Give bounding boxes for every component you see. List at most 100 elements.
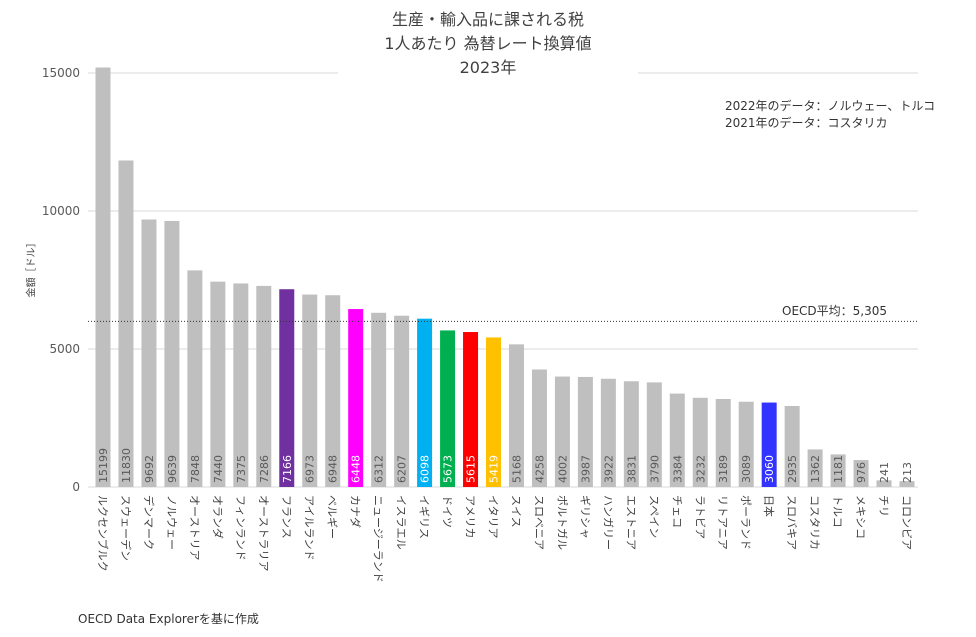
bar <box>600 378 616 487</box>
bar <box>440 330 456 487</box>
bar-value-label: 7848 <box>189 455 202 483</box>
y-axis-label: 金額［ドル］ <box>26 237 38 298</box>
x-tick-label: ギリシャ <box>578 495 591 539</box>
note-2021: 2021年のデータ：コスタリカ <box>725 116 888 130</box>
bar <box>210 281 226 487</box>
bar-value-label: 3790 <box>648 455 661 483</box>
bar <box>463 332 479 487</box>
bar-value-label: 2935 <box>786 455 799 483</box>
bar-value-label: 1181 <box>832 455 845 483</box>
data-year-notes: 2022年のデータ：ノルウェー、トルコ 2021年のデータ：コスタリカ <box>725 98 935 132</box>
bar-value-label: 3232 <box>694 455 707 483</box>
x-tick-label: オランダ <box>211 495 225 539</box>
x-tick-label: コスタリカ <box>808 495 821 550</box>
bar <box>554 376 570 487</box>
x-tick-label: アイルランド <box>303 495 316 560</box>
bar <box>417 318 433 487</box>
bar-value-label: 7166 <box>281 455 294 483</box>
bar <box>164 220 180 487</box>
x-tick-label: ドイツ <box>441 495 454 528</box>
x-tick-label: カナダ <box>349 495 363 528</box>
bar-value-label: 9692 <box>143 455 156 483</box>
title-line-2: 1人あたり 為替レート換算値 <box>384 34 592 53</box>
x-tick-label: デンマーク <box>142 495 156 550</box>
bar-value-label: 5168 <box>510 455 523 483</box>
bar-value-label: 4258 <box>533 455 546 483</box>
bar-value-label: 6098 <box>419 455 432 483</box>
title-line-1: 生産・輸入品に課される税 <box>391 10 584 29</box>
bar <box>623 381 639 487</box>
bar-value-label: 241 <box>878 462 891 483</box>
x-tick-label: フィンランド <box>234 495 247 561</box>
bar-value-label: 3060 <box>763 455 776 483</box>
bar <box>531 369 547 487</box>
y-tick-label: 0 <box>72 480 80 494</box>
bar-value-label: 15199 <box>97 448 110 483</box>
x-tick-label: チリ <box>877 495 890 517</box>
bar <box>508 344 524 487</box>
bar-value-label: 6312 <box>373 455 386 483</box>
x-tick-label: イタリア <box>487 495 500 539</box>
bar <box>394 315 410 487</box>
x-tick-label: ラトビア <box>693 495 706 539</box>
bar-value-label: 3089 <box>740 455 753 483</box>
x-tick-label: ニュージーランド <box>372 495 385 583</box>
x-tick-label: スイス <box>509 495 522 528</box>
bar-value-label: 5615 <box>465 455 478 483</box>
bar-value-label: 3922 <box>602 455 615 483</box>
x-tick-label: コロンビア <box>900 495 913 550</box>
bar <box>830 454 846 487</box>
x-tick-label: ハンガリー <box>601 495 614 550</box>
oecd-average-label: OECD平均：5,305 <box>782 304 888 318</box>
bar <box>876 480 892 487</box>
x-tick-label: チェコ <box>670 495 683 528</box>
bar-value-label: 7375 <box>235 455 248 483</box>
x-tick-label: アメリカ <box>464 495 477 538</box>
bar <box>669 393 685 487</box>
bar-value-label: 213 <box>901 462 914 483</box>
bar-value-label: 6948 <box>327 455 340 483</box>
bar <box>256 285 272 487</box>
x-tick-label: オーストリア <box>188 495 201 560</box>
bar-value-label: 7286 <box>258 455 271 483</box>
bar <box>738 401 754 487</box>
bar-value-label: 3189 <box>717 455 730 483</box>
bar <box>761 402 777 487</box>
bar <box>899 481 915 487</box>
y-tick-label: 15000 <box>42 66 80 80</box>
y-tick-label: 5000 <box>49 342 80 356</box>
bar-value-label: 7440 <box>212 455 225 483</box>
source-note: OECD Data Explorerを基に作成 <box>78 612 259 626</box>
bar <box>715 398 731 487</box>
bar-value-label: 3987 <box>579 455 592 483</box>
x-tick-label: トルコ <box>831 495 844 528</box>
x-tick-label: ルクセンブルク <box>96 495 110 572</box>
bar <box>233 283 249 487</box>
x-tick-label: イスラエル <box>395 495 408 550</box>
bar-value-label: 976 <box>855 462 868 483</box>
x-tick-label: スペイン <box>647 495 660 538</box>
bar-value-label: 6207 <box>396 455 409 483</box>
chart-title: 生産・輸入品に課される税 1人あたり 為替レート換算値 2023年 <box>338 8 638 80</box>
bar-value-label: 1362 <box>809 455 822 483</box>
bar-value-label: 3384 <box>671 455 684 483</box>
x-tick-label: エストニア <box>624 495 637 550</box>
x-tick-label: ポーランド <box>739 495 752 550</box>
bar-value-label: 5419 <box>488 455 501 483</box>
bar <box>371 312 387 487</box>
x-tick-label: スウェーデン <box>119 495 133 561</box>
bar <box>302 294 318 487</box>
bar-value-label: 11830 <box>120 448 133 483</box>
bar <box>577 376 593 487</box>
x-tick-label: フランス <box>280 495 293 539</box>
x-tick-label: リトアニア <box>716 495 729 550</box>
bar-value-label: 9639 <box>166 455 179 483</box>
bar <box>141 219 157 487</box>
note-2022: 2022年のデータ：ノルウェー、トルコ <box>725 99 936 113</box>
title-line-3: 2023年 <box>459 58 517 77</box>
bar <box>187 270 203 487</box>
x-tick-label: オーストラリア <box>257 495 270 571</box>
x-tick-label: イギリス <box>418 495 431 539</box>
bar-value-label: 6448 <box>350 455 363 483</box>
